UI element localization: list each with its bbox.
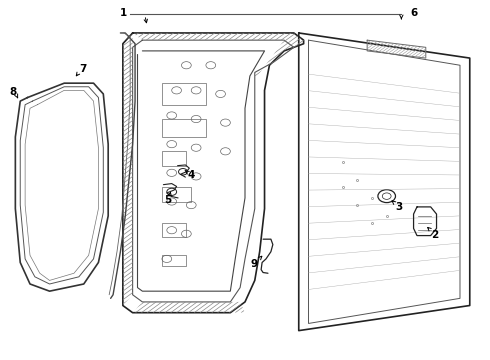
Bar bbox=[162, 255, 186, 266]
Text: 3: 3 bbox=[395, 202, 403, 212]
Text: 6: 6 bbox=[410, 8, 417, 18]
Bar bbox=[162, 223, 186, 237]
Text: 4: 4 bbox=[188, 170, 195, 180]
Bar bbox=[162, 187, 191, 202]
Text: 5: 5 bbox=[164, 195, 171, 205]
Text: 9: 9 bbox=[250, 259, 257, 269]
Text: 8: 8 bbox=[9, 87, 17, 97]
Text: 7: 7 bbox=[79, 64, 86, 74]
Bar bbox=[162, 119, 206, 137]
Bar bbox=[162, 83, 206, 105]
Text: 1: 1 bbox=[120, 8, 127, 18]
Text: 2: 2 bbox=[431, 230, 438, 239]
Bar bbox=[162, 151, 186, 166]
